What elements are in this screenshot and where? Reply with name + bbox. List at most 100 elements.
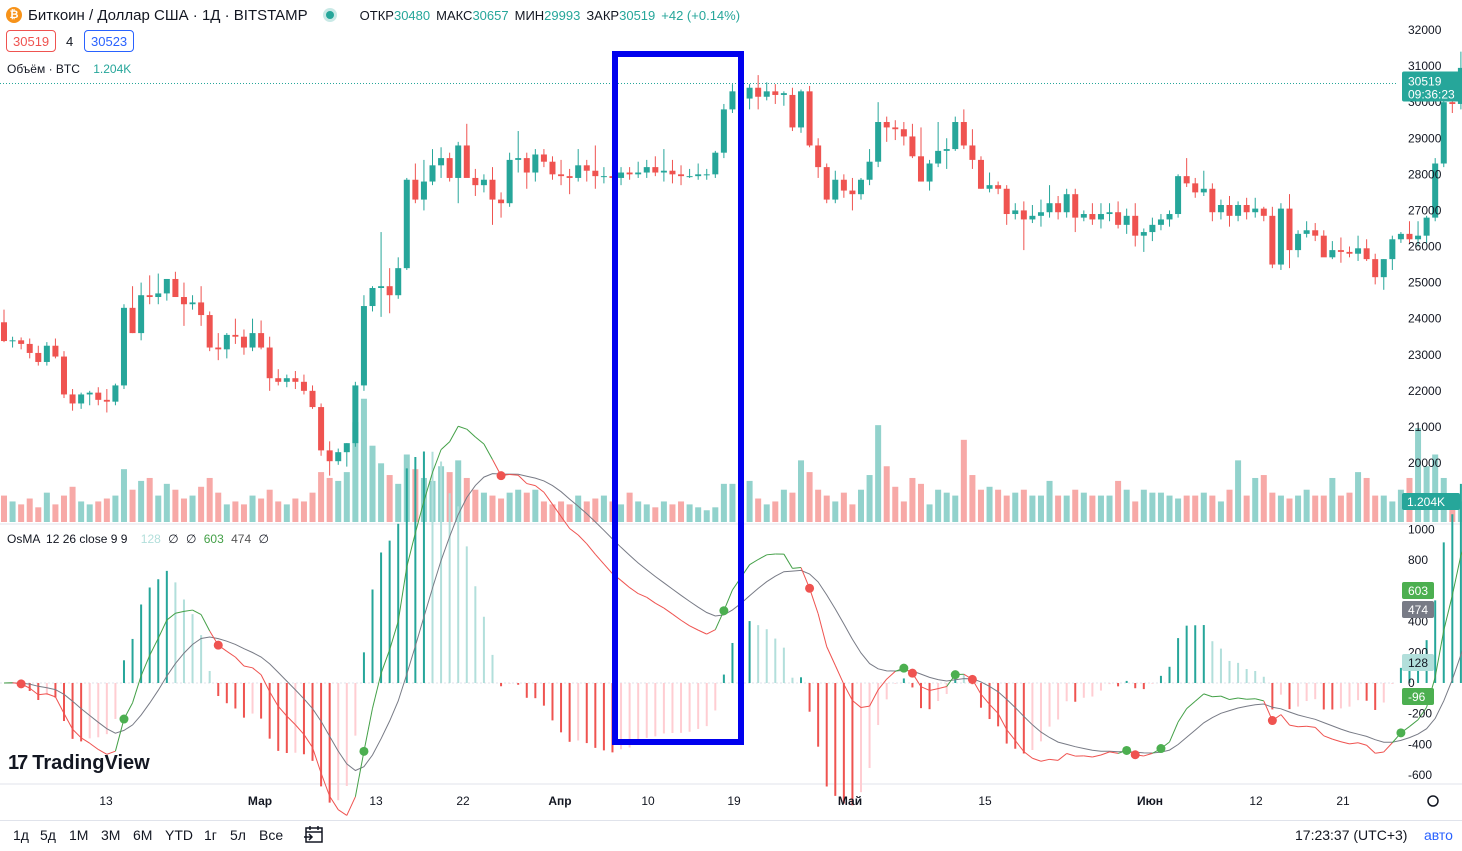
- volume-bar: [241, 504, 247, 522]
- goto-date-icon[interactable]: [303, 824, 325, 847]
- period-5d[interactable]: 5д: [40, 827, 56, 843]
- candle-body: [95, 393, 101, 400]
- volume-bar: [858, 490, 864, 522]
- candle-body: [1269, 216, 1275, 265]
- volume-bar: [318, 472, 324, 522]
- volume-bar: [567, 504, 573, 522]
- volume-bar: [849, 504, 855, 522]
- volume-bar: [112, 496, 118, 522]
- tradingview-logo[interactable]: 17 TradingView: [8, 752, 150, 775]
- candle-body: [549, 162, 555, 175]
- candle-body: [1021, 210, 1027, 219]
- candle-body: [112, 385, 118, 401]
- volume-bar: [172, 490, 178, 522]
- candle-body: [104, 400, 110, 402]
- volume-bar: [1321, 496, 1327, 522]
- volume-bar: [1175, 499, 1181, 522]
- volume-bar: [1124, 490, 1130, 522]
- period-6m[interactable]: 6М: [133, 827, 152, 843]
- tradingview-icon: 17: [8, 752, 26, 775]
- candle-body: [267, 348, 273, 379]
- candle-body: [918, 156, 924, 181]
- sell-price-button[interactable]: 30519: [6, 30, 56, 52]
- period-all[interactable]: Все: [259, 827, 283, 843]
- volume-bar: [130, 490, 136, 522]
- volume-bar: [258, 499, 264, 522]
- market-status-icon[interactable]: [326, 11, 334, 19]
- candle-body: [472, 178, 478, 185]
- volume-bar: [1089, 496, 1095, 522]
- candle-body: [318, 407, 324, 450]
- candle-body: [344, 443, 350, 452]
- period-5y[interactable]: 5л: [230, 827, 246, 843]
- volume-bar: [747, 481, 753, 522]
- period-ytd[interactable]: YTD: [165, 827, 193, 843]
- volume-badge-value: 1.204K: [1407, 495, 1445, 509]
- volume-bar: [1269, 493, 1275, 522]
- candle-body: [1295, 234, 1301, 250]
- candle-body: [1081, 214, 1087, 218]
- candle-body: [601, 176, 607, 177]
- volume-bar: [1364, 478, 1370, 522]
- candle-body: [1192, 183, 1198, 192]
- period-1d[interactable]: 1д: [13, 827, 29, 843]
- candle-body: [1038, 212, 1044, 216]
- volume-bar: [909, 478, 915, 522]
- candle-body: [1201, 189, 1207, 193]
- volume-bar: [1029, 496, 1035, 522]
- volume-bar: [70, 487, 76, 522]
- candle-body: [952, 122, 958, 149]
- period-1m[interactable]: 1М: [69, 827, 88, 843]
- candle-body: [87, 393, 93, 395]
- volume-bar: [147, 478, 153, 522]
- candle-body: [430, 165, 436, 181]
- candle-body: [875, 122, 881, 162]
- volume-bar: [729, 484, 735, 522]
- volume-bar: [327, 478, 333, 522]
- volume-bar: [918, 484, 924, 522]
- bearish-cross-dot: [908, 669, 917, 678]
- candle-body: [1364, 248, 1370, 259]
- volume-bar: [104, 499, 110, 522]
- volume-bar: [1192, 496, 1198, 522]
- candle-body: [121, 308, 127, 386]
- buy-price-button[interactable]: 30523: [84, 30, 134, 52]
- volume-bar: [481, 493, 487, 522]
- time-tick-label: Июн: [1137, 794, 1163, 808]
- candle-body: [1124, 216, 1130, 225]
- candle-body: [687, 176, 693, 177]
- volume-bar: [841, 493, 847, 522]
- volume-legend[interactable]: Объём · BTC 1.204K: [7, 62, 131, 76]
- volume-bar: [1218, 501, 1224, 522]
- price-tick-label: 26000: [1408, 240, 1442, 254]
- candle-body: [275, 378, 281, 382]
- osma-legend[interactable]: OsMA 12 26 close 9 9 128 ∅ ∅ 603 474 ∅: [7, 532, 269, 546]
- volume-bar: [95, 501, 101, 522]
- candle-body: [1321, 236, 1327, 258]
- period-3m[interactable]: 3М: [101, 827, 120, 843]
- candle-body: [190, 302, 196, 304]
- time-tick-label: 10: [641, 794, 655, 808]
- volume-bar: [987, 487, 993, 522]
- volume-bar: [1141, 490, 1147, 522]
- candle-body: [138, 295, 144, 333]
- candle-body: [712, 153, 718, 175]
- auto-scale-toggle[interactable]: авто: [1424, 827, 1453, 843]
- bearish-cross-dot: [1131, 750, 1140, 759]
- candle-body: [464, 145, 470, 177]
- candle-body: [352, 385, 358, 443]
- symbol-title[interactable]: Биткоин / Доллар США · 1Д · BITSTAMP: [28, 7, 308, 24]
- period-1y[interactable]: 1г: [204, 827, 217, 843]
- candle-body: [1209, 189, 1215, 212]
- candle-body: [807, 91, 813, 145]
- candle-body: [412, 180, 418, 200]
- change-value: +42 (+0.14%): [661, 8, 740, 23]
- clock-timezone[interactable]: 17:23:37 (UTC+3): [1295, 827, 1407, 843]
- candle-body: [1252, 209, 1258, 213]
- volume-bar: [695, 507, 701, 522]
- osma-tick-label: 0: [1408, 676, 1415, 690]
- macd-line-segment: [1247, 699, 1256, 700]
- volume-bar: [1372, 496, 1378, 522]
- volume-bar: [644, 504, 650, 522]
- volume-bar: [969, 475, 975, 522]
